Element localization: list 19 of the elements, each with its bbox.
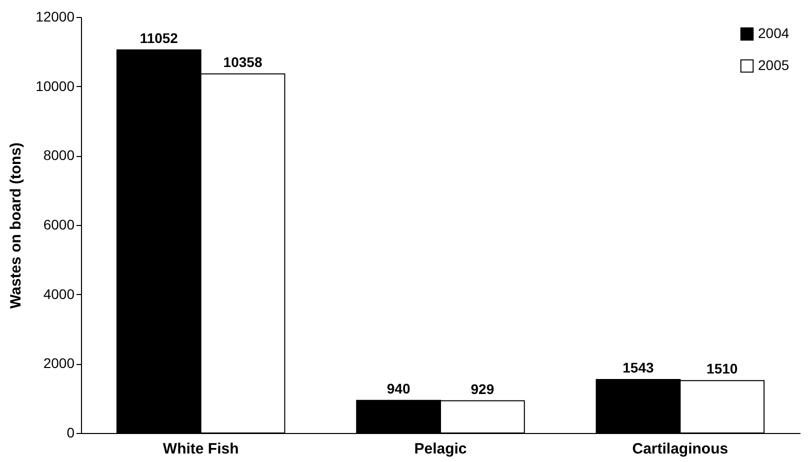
y-axis-title: Wastes on board (tons) [8,142,25,309]
y-tick-label: 4000 [43,286,75,302]
x-tick-label: White Fish [162,440,239,458]
y-tick-label: 0 [66,424,75,440]
y-tick-label: 6000 [43,216,75,232]
y-tick-label: 8000 [43,147,75,164]
y-tick-label: 12000 [36,8,75,24]
data-label: 929 [470,380,494,397]
data-label: 940 [386,380,410,396]
data-label: 10358 [223,54,262,70]
data-label: 1510 [706,360,738,377]
y-tick-label: 2000 [43,355,75,372]
legend-label: 2004 [758,25,790,41]
y-tick-label: 10000 [36,78,75,94]
legend-label: 2005 [758,57,790,73]
data-label: 1543 [622,360,654,376]
x-tick-label: Cartilaginous [632,440,728,458]
x-tick-label: Pelagic [414,440,467,458]
data-label: 11052 [140,30,178,46]
